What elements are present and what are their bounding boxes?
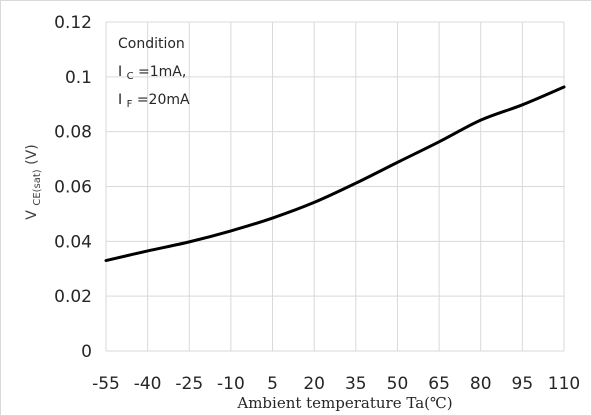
x-tick-label: 50	[387, 374, 409, 394]
x-tick-labels: -55 -40 -25 -10 5 20 35 50 65 80 95 110	[92, 374, 580, 394]
x-tick-label: 35	[345, 374, 367, 394]
x-tick-label: -55	[92, 374, 120, 394]
x-tick-label: 110	[548, 374, 580, 394]
x-tick-label: -25	[175, 374, 203, 394]
y-tick-label: 0.02	[54, 287, 92, 307]
x-tick-label: -40	[134, 374, 162, 394]
annotation-line-if: I F =20mA	[118, 92, 190, 111]
y-axis-label: V CE(sat) (V)	[24, 144, 44, 219]
series-layer	[104, 85, 566, 263]
y-tick-label: 0	[81, 342, 92, 362]
y-axis-label-subscript: CE(sat)	[32, 169, 43, 205]
annotation-line-ic: I C =1mA,	[118, 64, 186, 83]
y-tick-label: 0.08	[54, 123, 92, 143]
x-tick-label: 80	[470, 374, 492, 394]
y-axis-label-unit: (V)	[24, 144, 40, 165]
y-tick-labels: 0 0.02 0.04 0.06 0.08 0.1 0.12	[54, 13, 92, 362]
x-tick-label: 95	[512, 374, 534, 394]
y-axis-label-main: V	[24, 210, 40, 220]
condition-annotation: Condition I C =1mA, I F =20mA	[118, 36, 190, 111]
y-tick-label: 0.1	[65, 68, 92, 88]
y-tick-label: 0.12	[54, 13, 92, 33]
grid-lines	[105, 21, 565, 352]
y-tick-label: 0.04	[54, 232, 92, 252]
x-tick-label: -10	[217, 374, 245, 394]
y-tick-label: 0.06	[54, 178, 92, 198]
x-axis-label: Ambient temperature Ta(℃)	[236, 394, 452, 412]
x-tick-label: 20	[303, 374, 325, 394]
x-tick-label: 65	[428, 374, 450, 394]
x-tick-label: 5	[267, 374, 278, 394]
annotation-line-condition: Condition	[118, 36, 185, 52]
series-line-vce-sat	[104, 85, 566, 263]
